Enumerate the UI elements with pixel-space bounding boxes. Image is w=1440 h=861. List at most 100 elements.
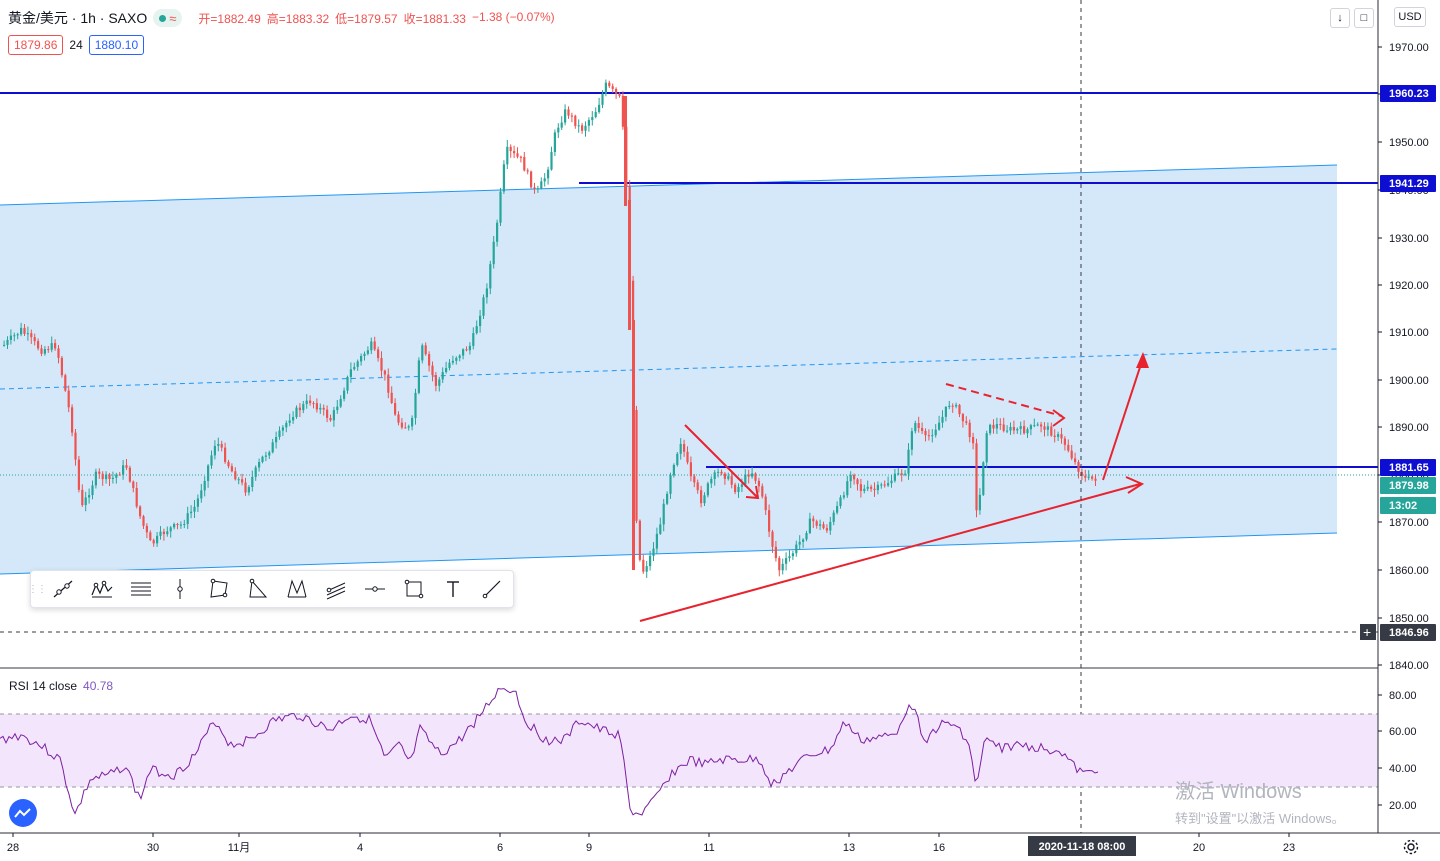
candle (516, 153, 519, 157)
time-tick-label: 9 (586, 842, 592, 854)
candle (30, 333, 33, 338)
candles (3, 79, 1097, 578)
candle (3, 344, 6, 346)
rectangle-pattern-icon[interactable] (199, 572, 238, 606)
vertical-line-icon[interactable] (160, 572, 199, 606)
market-status-badge[interactable]: ≈ (153, 9, 183, 27)
rsi-title[interactable]: RSI 14 close (9, 679, 78, 693)
candle (411, 417, 414, 427)
gear-icon[interactable] (1402, 838, 1420, 856)
rsi-value: 40.78 (83, 679, 114, 693)
price-tick-label: 1900.00 (1389, 375, 1429, 387)
text-icon[interactable] (433, 572, 472, 606)
scroll-down-icon[interactable]: ↓ (1330, 8, 1350, 28)
candle (999, 424, 1002, 426)
candle (326, 409, 329, 418)
market-open-icon (159, 14, 167, 22)
candle (519, 156, 522, 158)
candle (254, 467, 257, 477)
symbol-title[interactable]: 黄金/美元 · 1h · SAXO (8, 10, 148, 26)
price-badge (1380, 85, 1436, 102)
dashed-arrow-head (1052, 409, 1066, 427)
candle (771, 531, 774, 547)
candle (139, 506, 142, 517)
candle (873, 488, 876, 491)
candle (268, 452, 271, 456)
candle (159, 531, 162, 536)
pitchfork-icon[interactable] (316, 572, 355, 606)
candle (778, 558, 781, 571)
candle (774, 546, 777, 559)
candle (169, 527, 172, 532)
horizontal-line-icon[interactable] (355, 572, 394, 606)
candle (315, 403, 318, 410)
candle (468, 345, 471, 351)
down-arrow-line (684, 424, 758, 498)
candle (1057, 434, 1060, 437)
price-badge (1380, 624, 1436, 641)
drop-candle (628, 200, 631, 330)
candle (693, 476, 696, 483)
candle (302, 404, 305, 411)
candle (414, 392, 417, 418)
candle (982, 462, 985, 495)
candle (914, 423, 917, 432)
price-badge-label: 1846.96 (1389, 627, 1429, 639)
pattern-icon[interactable] (82, 572, 121, 606)
candle (958, 404, 961, 415)
candle (1070, 450, 1073, 459)
candle (67, 390, 70, 408)
candle (1043, 426, 1046, 430)
candle (611, 86, 614, 89)
time-tick-label: 23 (1283, 842, 1295, 854)
candle (965, 421, 968, 423)
candle (40, 348, 43, 354)
candle (870, 486, 873, 489)
candle (404, 427, 407, 429)
xabcd-icon[interactable] (277, 572, 316, 606)
candle (564, 109, 567, 123)
candle (196, 498, 199, 507)
candle (108, 474, 111, 479)
channel-lower-line (0, 532, 1338, 575)
candle (700, 490, 703, 504)
legend-header: 黄金/美元 · 1h · SAXO ≈ 开=1882.49 高=1883.32 … (8, 8, 555, 28)
candle (1084, 475, 1087, 478)
candle (652, 548, 655, 556)
sell-button[interactable]: 1879.86 (8, 35, 64, 55)
quote-panel: 1879.86 24 1880.10 (8, 35, 145, 55)
time-tick-label: 11月 (228, 842, 250, 854)
candle (645, 566, 648, 572)
candle (1053, 435, 1056, 437)
candle (125, 465, 128, 468)
candle (863, 488, 866, 492)
maximize-icon[interactable]: □ (1354, 8, 1374, 28)
trend-line-icon[interactable] (43, 572, 82, 606)
candle (1067, 444, 1070, 451)
crop-icon[interactable] (394, 572, 433, 606)
candle (322, 407, 325, 410)
candle (557, 127, 560, 133)
candle (717, 471, 720, 473)
currency-button[interactable]: USD (1394, 7, 1426, 27)
candle (16, 334, 19, 336)
candle (978, 494, 981, 511)
buy-button[interactable]: 1880.10 (88, 35, 145, 55)
drop-candle (624, 96, 627, 206)
candle (162, 531, 165, 535)
tradingview-logo-icon[interactable] (9, 799, 37, 827)
candle (921, 428, 924, 431)
triangle-icon[interactable] (238, 572, 277, 606)
fib-icon[interactable] (121, 572, 160, 606)
candle (659, 524, 662, 534)
ray-icon[interactable] (472, 572, 511, 606)
candle (74, 432, 77, 460)
candle (431, 365, 434, 376)
candle (788, 556, 791, 559)
watermark-line1: 激活 Windows (1175, 781, 1302, 803)
drag-handle-icon[interactable]: ⋮⋮ (28, 583, 47, 595)
support-arrow-head (1125, 476, 1145, 494)
candle (1026, 429, 1029, 434)
candle (149, 532, 152, 541)
